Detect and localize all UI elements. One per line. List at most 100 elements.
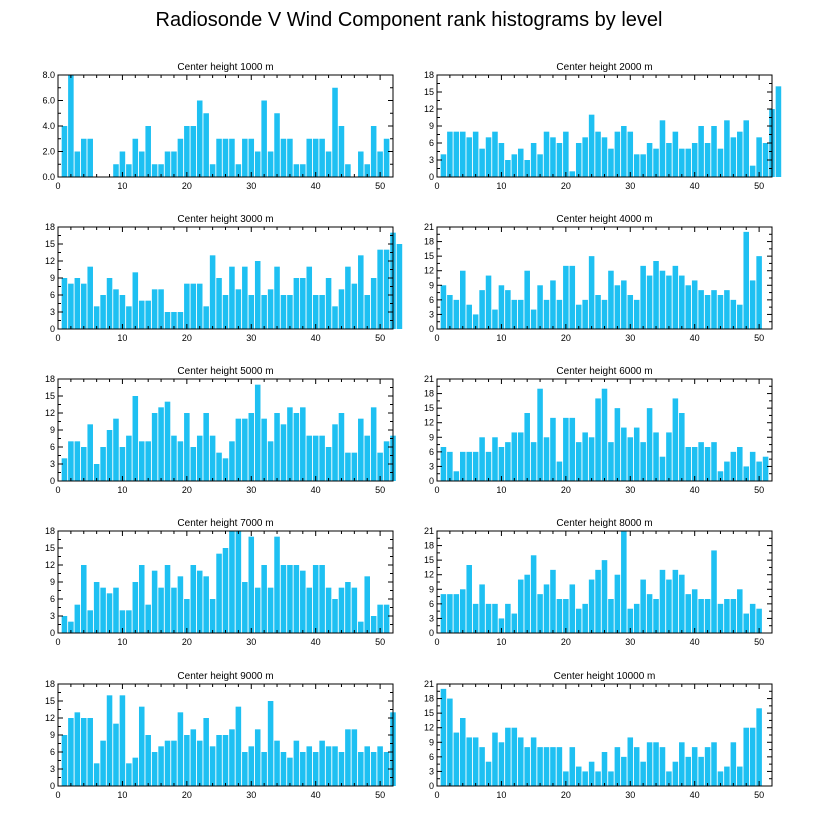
chart-panel-9: Center height 9000 m 0 10 20 30 40 50 0 3 6 9 12 15 1…	[45, 671, 396, 800]
y-tick-label: 12	[424, 266, 434, 276]
bar	[453, 471, 460, 481]
bar	[466, 565, 472, 633]
bar	[743, 727, 749, 786]
x-tick-label: 40	[311, 333, 321, 343]
chart-panel-1: Center height 1000 m 0 10 20 30 40 50 0.0 2.0 4.0…	[42, 62, 394, 191]
y-tick-label: 9	[50, 577, 55, 587]
x-tick-label: 50	[375, 790, 385, 800]
bar	[280, 295, 287, 329]
bar	[261, 100, 267, 177]
bar	[254, 384, 261, 481]
bar	[267, 701, 274, 786]
bar	[550, 747, 556, 786]
bar	[524, 160, 530, 177]
y-tick-label: 12	[45, 408, 55, 418]
bar	[440, 688, 447, 786]
bar	[543, 131, 550, 177]
bar	[119, 295, 126, 329]
bar	[164, 401, 171, 481]
bar	[113, 587, 119, 633]
bar	[724, 120, 730, 177]
bar	[492, 732, 498, 786]
x-tick-label: 50	[375, 485, 385, 495]
x-tick-label: 20	[182, 485, 192, 495]
bar	[229, 441, 235, 481]
x-tick-label: 40	[690, 485, 700, 495]
chart-panel-6: Center height 6000 m 0 10 20 30 40 50 0 3 6 9 12 15 1…	[424, 366, 773, 495]
bar	[666, 579, 672, 633]
bar	[312, 435, 319, 481]
bar	[460, 131, 466, 177]
bar	[242, 266, 248, 329]
bar	[640, 154, 646, 177]
bar	[293, 164, 300, 177]
bar	[145, 300, 151, 329]
bar	[177, 138, 184, 177]
bar	[485, 137, 492, 177]
chart-panel-5: Center height 5000 m 0 10 20 30 40 50 0 3 6 9 12 15 1…	[45, 366, 396, 495]
bar	[68, 621, 74, 633]
bar	[364, 746, 370, 786]
bar	[505, 442, 511, 481]
bar	[698, 756, 704, 786]
y-tick-label: 6	[429, 138, 434, 148]
bar	[530, 442, 537, 481]
bar	[485, 451, 492, 481]
bar	[184, 735, 190, 786]
bar	[100, 740, 106, 786]
bar	[287, 138, 293, 177]
x-tick-label: 40	[311, 181, 321, 191]
panel-title: Center height 2000 m	[556, 62, 652, 73]
bar	[717, 295, 724, 329]
bar	[113, 723, 119, 786]
x-tick-label: 40	[690, 333, 700, 343]
bar	[743, 120, 749, 177]
x-tick-label: 30	[625, 333, 635, 343]
bar	[370, 752, 377, 786]
bar	[588, 761, 595, 786]
y-tick-label: 21	[424, 222, 434, 232]
bar	[569, 171, 576, 177]
bar	[601, 560, 608, 633]
bar	[621, 280, 627, 329]
bar	[113, 418, 119, 481]
bar	[460, 270, 466, 329]
bar	[364, 164, 370, 177]
bar	[679, 574, 685, 633]
panel-title: Center height 3000 m	[177, 214, 273, 225]
bar	[68, 75, 74, 177]
bar	[517, 148, 524, 177]
bar	[119, 610, 126, 633]
bar	[81, 718, 87, 786]
bar	[300, 278, 306, 329]
bar	[537, 154, 543, 177]
bar	[517, 737, 524, 786]
x-tick-label: 30	[246, 637, 256, 647]
bar	[479, 148, 485, 177]
bar	[472, 737, 479, 786]
x-tick-label: 20	[561, 637, 571, 647]
bar	[358, 255, 364, 329]
bar	[717, 471, 724, 481]
bar	[267, 289, 274, 329]
bar	[190, 729, 197, 786]
bar	[319, 565, 325, 633]
bar	[300, 164, 306, 177]
bar	[505, 727, 511, 786]
bar	[543, 299, 550, 329]
bar	[190, 447, 197, 481]
bar	[756, 708, 762, 786]
bar	[472, 603, 479, 633]
bar	[704, 747, 711, 786]
bar	[595, 398, 601, 481]
bar	[209, 599, 216, 633]
bar	[358, 752, 364, 786]
bar	[749, 603, 756, 633]
bar	[351, 452, 358, 481]
bar	[68, 441, 74, 481]
bar	[119, 695, 126, 786]
y-tick-label: 15	[45, 696, 55, 706]
bar	[711, 742, 717, 786]
bar	[550, 417, 556, 481]
x-tick-label: 30	[246, 181, 256, 191]
